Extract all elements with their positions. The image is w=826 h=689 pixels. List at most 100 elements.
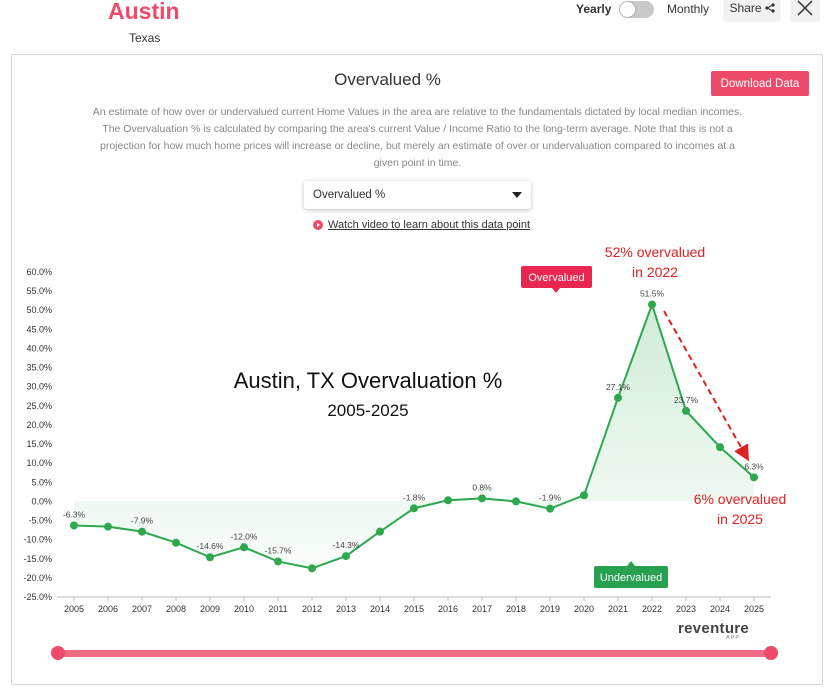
toggle-yearly-label[interactable]: Yearly — [576, 2, 612, 16]
y-tick-label: 10.0% — [26, 458, 52, 468]
data-point[interactable] — [716, 443, 724, 452]
x-tick-label: 2024 — [710, 604, 730, 614]
y-tick-label: -5.0% — [28, 516, 52, 526]
y-tick-label: -10.0% — [23, 535, 52, 545]
data-point[interactable] — [342, 552, 350, 561]
undervalued-badge: Undervalued — [594, 561, 668, 588]
series-area — [74, 304, 754, 569]
data-point[interactable] — [172, 538, 180, 547]
data-label: -1.9% — [539, 493, 562, 503]
y-tick-label: 0.0% — [31, 496, 52, 506]
x-tick-label: 2025 — [744, 604, 764, 614]
x-tick-label: 2019 — [540, 604, 560, 614]
y-tick-label: 15.0% — [26, 439, 52, 449]
data-point[interactable] — [104, 522, 112, 531]
data-point[interactable] — [546, 504, 554, 513]
video-link-row[interactable]: Watch video to learn about this data poi… — [313, 219, 530, 231]
data-label: -12.0% — [231, 531, 258, 541]
y-tick-label: 20.0% — [26, 420, 52, 430]
x-tick-label: 2022 — [642, 604, 662, 614]
play-icon — [313, 220, 323, 230]
annotation-top-line1: 52% overvalued — [605, 244, 705, 260]
overvalued-badge-label: Overvalued — [528, 272, 584, 284]
data-label: -14.3% — [333, 540, 360, 550]
data-point[interactable] — [376, 527, 384, 536]
x-tick-label: 2005 — [64, 604, 84, 614]
x-tick-label: 2010 — [234, 604, 254, 614]
range-slider-start-handle[interactable] — [51, 646, 65, 660]
y-axis: 60.0% 55.0% 50.0% 45.0% 40.0% 35.0% 30.0% 25.0%… — [23, 267, 52, 602]
share-label: Share — [729, 1, 762, 15]
x-tick-label: 2023 — [676, 604, 696, 614]
data-label: -14.6% — [197, 541, 224, 551]
y-tick-label: 35.0% — [26, 363, 52, 373]
x-tick-label: 2008 — [166, 604, 186, 614]
video-link[interactable]: Watch video to learn about this data poi… — [328, 219, 530, 231]
metric-select[interactable]: Overvalued % — [304, 181, 531, 209]
range-slider-track[interactable] — [57, 650, 771, 657]
undervalued-badge-label: Undervalued — [600, 572, 662, 584]
data-point[interactable] — [410, 504, 418, 513]
close-icon — [797, 0, 813, 16]
annotation-arrow — [663, 310, 749, 462]
data-point[interactable] — [750, 473, 758, 482]
annotation-top-line2: in 2022 — [632, 264, 678, 280]
y-tick-label: 40.0% — [26, 343, 52, 353]
annotation-bottom-line1: 6% overvalued — [694, 491, 787, 507]
data-point[interactable] — [240, 543, 248, 552]
data-label: -15.7% — [265, 545, 292, 555]
x-tick-label: 2013 — [336, 604, 356, 614]
city-title: Austin — [108, 0, 180, 24]
y-tick-label: -25.0% — [23, 592, 52, 602]
data-point[interactable] — [206, 553, 214, 562]
x-tick-label: 2018 — [506, 604, 526, 614]
x-tick-label: 2020 — [574, 604, 594, 614]
panel-title: Overvalued % — [334, 70, 441, 89]
data-point[interactable] — [614, 393, 622, 402]
data-point[interactable] — [274, 557, 282, 566]
range-slider-end-handle[interactable] — [764, 646, 778, 660]
data-label: 51.5% — [640, 289, 665, 299]
caret-down-icon — [512, 192, 522, 198]
data-point[interactable] — [308, 564, 316, 573]
x-tick-label: 2006 — [98, 604, 118, 614]
y-tick-label: 55.0% — [26, 286, 52, 296]
y-tick-label: 50.0% — [26, 305, 52, 315]
data-label: -1.8% — [403, 492, 426, 502]
overlay-subtitle: 2005-2025 — [327, 401, 408, 420]
data-point[interactable] — [648, 300, 656, 309]
data-label: 27.1% — [606, 382, 631, 392]
y-tick-label: -15.0% — [23, 554, 52, 564]
share-button[interactable]: Share — [723, 0, 781, 22]
panel-description: An estimate of how over or undervalued c… — [92, 106, 743, 169]
x-tick-label: 2011 — [268, 604, 287, 614]
period-toggle[interactable] — [619, 1, 654, 18]
close-button[interactable] — [790, 0, 820, 22]
data-point[interactable] — [70, 521, 78, 530]
y-tick-label: 60.0% — [26, 267, 52, 277]
data-point[interactable] — [580, 491, 588, 500]
data-point[interactable] — [138, 527, 146, 536]
overvalued-badge: Overvalued — [521, 266, 592, 293]
x-tick-label: 2017 — [472, 604, 492, 614]
data-point[interactable] — [444, 496, 452, 505]
data-label: -6.3% — [63, 510, 86, 520]
data-point[interactable] — [478, 494, 486, 503]
x-tick-label: 2012 — [302, 604, 322, 614]
share-icon — [764, 3, 775, 13]
y-tick-label: 25.0% — [26, 401, 52, 411]
metric-select-value: Overvalued % — [313, 189, 386, 201]
y-tick-label: 45.0% — [26, 324, 52, 334]
x-tick-label: 2021 — [608, 604, 628, 614]
reventure-logo-sub: APP — [726, 635, 741, 641]
x-axis: 2005 2006 2007 2008 2009 2010 2011 2012 2013 2014… — [57, 596, 771, 614]
download-data-button[interactable]: Download Data — [711, 71, 809, 96]
toggle-monthly-label[interactable]: Monthly — [667, 2, 710, 16]
data-point[interactable] — [512, 497, 520, 506]
toggle-knob — [620, 2, 635, 17]
annotation-bottom-line2: in 2025 — [717, 511, 763, 527]
y-tick-label: 5.0% — [31, 477, 52, 487]
data-point[interactable] — [682, 406, 690, 415]
reventure-logo: reventure — [678, 620, 750, 637]
